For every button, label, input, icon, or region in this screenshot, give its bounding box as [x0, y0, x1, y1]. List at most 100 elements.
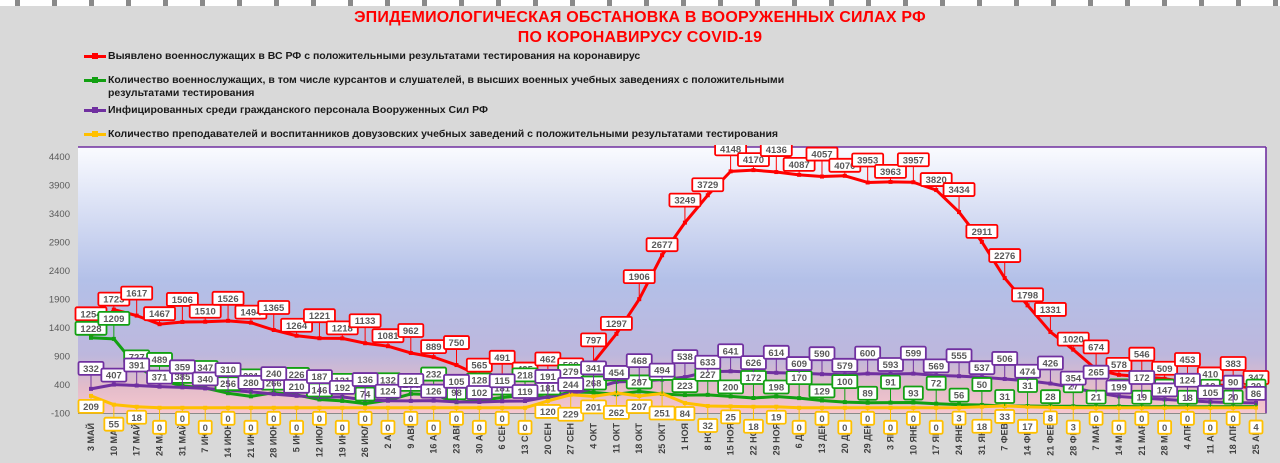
data-label-box: [237, 374, 265, 390]
data-label: 0: [522, 423, 527, 434]
legend-line-marker-icon: [84, 53, 106, 59]
covid-line-chart: 4400390034002900240019001400900400-1003 …: [49, 145, 1270, 458]
data-label-box: [1180, 410, 1195, 426]
x-axis-tick-label: 18 АПР: [1228, 423, 1238, 454]
x-axis-tick-label: 7 ИЮН: [200, 423, 210, 453]
data-label-box: [174, 410, 190, 426]
x-axis-tick-label: 24 МАЙ: [154, 423, 165, 456]
data-label: 1526: [217, 294, 238, 305]
data-label: 0: [842, 423, 847, 434]
data-label: 91: [885, 378, 896, 389]
data-label: 626: [746, 358, 762, 369]
data-label: 426: [1042, 359, 1058, 370]
x-axis-tick-label: 15 НОЯ: [726, 423, 736, 455]
x-axis-tick-label: 31 МАЙ: [176, 423, 187, 456]
data-label-box: [994, 389, 1016, 404]
data-label-box: [511, 384, 539, 399]
data-label-box: [951, 410, 967, 426]
data-label-box: [1088, 410, 1104, 426]
y-axis-tick-label: 3400: [49, 209, 70, 220]
data-label: 191: [540, 372, 557, 383]
data-label: 25: [725, 412, 736, 423]
data-label: 279: [563, 367, 579, 378]
data-label-box: [168, 359, 196, 375]
data-label: 1209: [103, 314, 124, 325]
data-label-box: [443, 335, 470, 350]
data-label-box: [426, 419, 442, 435]
data-point: [1002, 376, 1007, 381]
data-label: 4136: [766, 145, 787, 156]
data-label: 0: [180, 414, 185, 425]
data-label: 4070: [834, 161, 855, 172]
data-label: 1228: [80, 324, 101, 335]
x-axis-tick-label: 4 ОКТ: [589, 423, 599, 449]
data-label-box: [1128, 370, 1156, 385]
data-label: 18: [131, 413, 142, 424]
x-axis-tick-label: 9 АВГ: [406, 423, 416, 449]
data-label-box: [602, 365, 630, 380]
data-label: 0: [477, 423, 482, 434]
x-axis-tick-label: 14 ФЕВ: [1023, 423, 1033, 456]
data-label-box: [697, 418, 719, 433]
data-label-box: [880, 374, 901, 390]
data-label: 2677: [652, 240, 673, 251]
data-label-box: [374, 383, 402, 399]
data-point: [248, 394, 253, 399]
data-label-box: [1082, 364, 1110, 380]
data-label-box: [1222, 374, 1244, 390]
y-axis-tick-label: 1400: [49, 323, 70, 334]
data-label-box: [1202, 419, 1218, 435]
data-label: 3963: [880, 167, 901, 178]
data-label-box: [1014, 363, 1041, 379]
data-label: 359: [174, 362, 190, 373]
data-label: 3729: [697, 180, 718, 191]
data-label: 537: [974, 363, 990, 374]
y-axis-tick-label: 400: [54, 380, 70, 391]
data-label-box: [671, 378, 699, 393]
x-axis-tick-label: 21 ИЮН: [246, 423, 256, 458]
data-label: 223: [677, 381, 693, 392]
data-label: 4087: [789, 160, 810, 171]
data-label-box: [1134, 410, 1150, 426]
data-label: 227: [700, 370, 716, 381]
x-axis-tick-label: 26 ИЮЛ: [360, 423, 370, 457]
data-label-box: [1082, 339, 1110, 355]
data-point: [180, 319, 185, 324]
data-label: 55: [109, 420, 120, 431]
data-label: 84: [680, 409, 691, 420]
data-label: 633: [700, 358, 716, 369]
data-label-box: [808, 383, 836, 399]
data-label: 0: [271, 414, 276, 425]
data-label: 1081: [377, 331, 399, 342]
data-label: 4: [1253, 423, 1259, 434]
x-axis-tick-label: 14 ИЮН: [223, 423, 233, 458]
data-label: 8: [1048, 413, 1053, 424]
data-label-box: [312, 410, 327, 426]
data-label: 1297: [606, 319, 627, 330]
data-label-box: [403, 410, 419, 426]
chart-title: ЭПИДЕМИОЛОГИЧЕСКАЯ ОБСТАНОВКА В ВООРУЖЕН…: [0, 8, 1280, 48]
data-label: 0: [934, 423, 939, 434]
data-label: 4170: [743, 155, 764, 166]
data-label-box: [720, 409, 742, 425]
data-label: 1798: [1017, 290, 1038, 301]
data-label-box: [306, 369, 333, 385]
data-point: [340, 398, 345, 403]
data-label-box: [922, 358, 950, 374]
x-axis-tick-label: 29 ДЕК: [863, 422, 873, 453]
data-label: 89: [862, 389, 873, 400]
legend-item-0: Выявлено военнослужащих в ВС РФ с положи…: [84, 50, 864, 63]
legend-label: Количество военнослужащих, в том числе к…: [108, 74, 785, 99]
data-label: 124: [380, 387, 397, 398]
data-label-box: [1040, 389, 1061, 405]
data-label: 280: [243, 378, 259, 389]
x-axis-tick-label: 5 ИЮЛ: [292, 423, 302, 452]
data-label: 72: [931, 379, 942, 390]
data-label-box: [557, 376, 585, 392]
data-label: 0: [1139, 414, 1144, 425]
data-label-box: [517, 419, 533, 435]
data-point: [226, 391, 231, 396]
legend-item-2: Инфицированных среди гражданского персон…: [84, 104, 864, 117]
data-point: [819, 398, 824, 403]
data-label: 0: [1185, 414, 1190, 425]
